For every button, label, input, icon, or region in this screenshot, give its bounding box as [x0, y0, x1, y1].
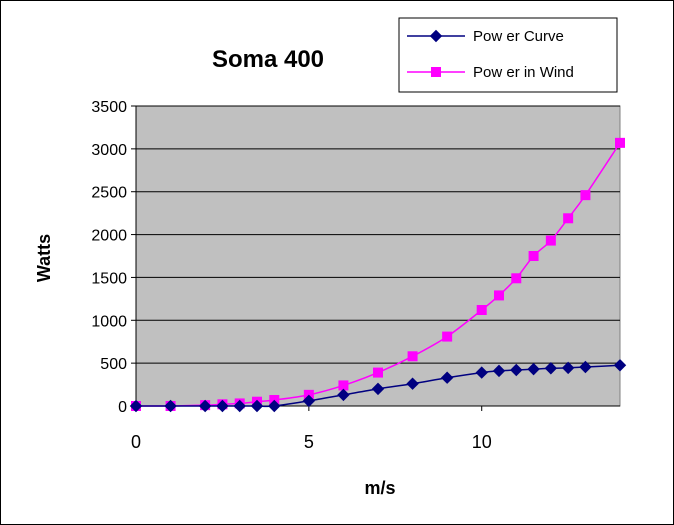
y-tick-label: 1000 [91, 313, 127, 330]
legend-item-power-curve: Pow er Curve [407, 28, 564, 45]
power-curve-point [233, 399, 246, 413]
y-tick-label: 2500 [91, 185, 127, 202]
legend-swatch-marker [429, 29, 443, 43]
power-in-wind-point [373, 367, 383, 378]
power-curve-point [406, 377, 419, 390]
grid-lines [136, 105, 620, 364]
tick-labels: 0 500 1000 1500 2000 2500 3000 3500 0 5 10 [91, 99, 491, 452]
power-in-wind-point [476, 305, 487, 315]
power-curve-point [337, 388, 350, 402]
power-curve-point [371, 382, 385, 396]
chart-title: Soma 400 [212, 46, 324, 73]
legend-label: Pow er Curve [473, 28, 564, 45]
power-curve-point [475, 366, 488, 379]
x-tick-label: 10 [472, 432, 492, 452]
power-in-wind-point [528, 251, 539, 261]
power-in-wind-point [545, 235, 556, 246]
power-in-wind-point [407, 351, 418, 362]
y-tick-label: 3500 [91, 99, 127, 116]
x-tick-label: 5 [304, 432, 314, 452]
power-curve-point [527, 362, 540, 376]
power-curve-point [250, 399, 264, 413]
power-curve-point [198, 399, 212, 413]
x-axis-title: m/s [364, 478, 395, 498]
legend-swatch-marker [431, 67, 441, 77]
power-in-wind-point [442, 331, 453, 342]
y-tick-label: 3000 [91, 142, 127, 159]
power-curve-point [268, 399, 281, 413]
plot-background [135, 105, 621, 407]
power-curve-point [544, 362, 558, 375]
legend-box [398, 17, 618, 93]
power-in-wind-point [511, 273, 522, 284]
y-tick-label: 1500 [91, 270, 127, 287]
power-curve-point [440, 371, 454, 384]
legend-label: Pow er in Wind [473, 64, 574, 81]
power-in-wind-point [494, 290, 504, 301]
power-curve-point [492, 364, 506, 378]
power-curve-point [129, 399, 143, 413]
power-curve-point [510, 363, 523, 377]
power-curve-point [579, 360, 592, 374]
power-in-wind-point [615, 137, 625, 148]
power-in-wind-point [338, 380, 349, 391]
series-power-curve [129, 359, 627, 413]
power-curve-point [164, 399, 177, 413]
legend-item-power-in-wind: Pow er in Wind [407, 64, 574, 81]
power-curve-point [613, 359, 627, 372]
power-curve-point [302, 394, 316, 408]
y-axis-title: Watts [34, 234, 54, 282]
y-tick-label: 500 [100, 356, 127, 373]
power-curve-point [216, 399, 229, 413]
power-curve-point [561, 361, 575, 375]
plot-area [135, 105, 621, 407]
series-layer [129, 137, 627, 413]
power-in-wind-point [580, 190, 591, 201]
y-tick-label: 2000 [91, 228, 127, 245]
power-in-wind-point [563, 213, 574, 224]
legend: Pow er Curve Pow er in Wind [398, 17, 618, 93]
x-tick-label: 0 [131, 432, 141, 452]
y-tick-label: 0 [118, 399, 127, 416]
